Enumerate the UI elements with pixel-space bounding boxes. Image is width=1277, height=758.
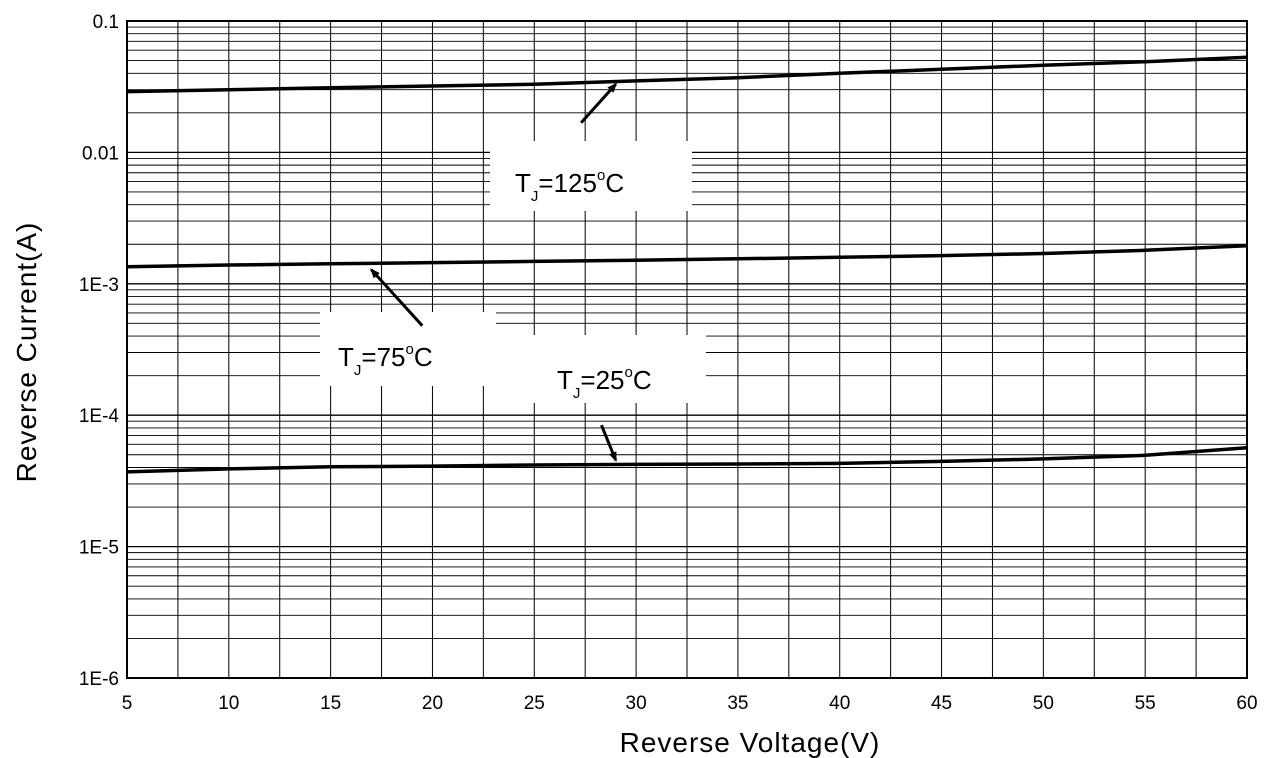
series-lines [126, 55, 1248, 474]
annotation-label: TJ=125oC [515, 167, 624, 205]
series-line-3 [126, 446, 1248, 474]
x-tick-label: 15 [320, 693, 341, 714]
y-tick-label: 1E-4 [79, 406, 120, 427]
x-tick-label: 35 [727, 693, 748, 714]
y-tick-label: 1E-6 [79, 669, 119, 690]
y-tick-label: 0.01 [82, 143, 119, 164]
x-tick-label: 60 [1236, 693, 1257, 714]
y-tick-label: 0.1 [93, 12, 119, 33]
annotation-box [490, 141, 692, 211]
annotation-label: TJ=25oC [557, 364, 652, 402]
plot-frame [126, 20, 1248, 679]
annotation-arrow [579, 82, 618, 124]
y-tick-label: 1E-3 [79, 275, 119, 296]
annotations: TJ=125oC TJ=75oC TJ=25oC [320, 82, 706, 462]
x-tick-label: 40 [829, 693, 850, 714]
annotation-box [494, 335, 706, 403]
x-axis-title: Reverse Voltage(V) [620, 727, 881, 758]
x-tick-labels: 5 10 15 20 25 30 35 40 45 50 55 60 [122, 693, 1258, 714]
x-tick-label: 25 [524, 693, 545, 714]
y-tick-label: 1E-5 [79, 538, 119, 559]
x-tick-label: 10 [218, 693, 239, 714]
annotation-arrow [370, 268, 424, 327]
x-tick-label: 45 [931, 693, 952, 714]
annotation-arrow [600, 424, 618, 462]
annotation-label: TJ=75oC [338, 341, 433, 379]
x-tick-label: 20 [422, 693, 443, 714]
y-tick-labels: 0.1 0.01 1E-3 1E-4 1E-5 1E-6 [79, 12, 120, 690]
series-line-1 [126, 55, 1248, 94]
x-tick-label: 50 [1033, 693, 1054, 714]
x-tick-label: 5 [122, 693, 133, 714]
y-axis-title: Reverse Current(A) [11, 222, 42, 483]
series-line-2 [126, 243, 1248, 269]
x-tick-label: 30 [626, 693, 647, 714]
annotation-box [320, 312, 496, 386]
x-tick-label: 55 [1135, 693, 1156, 714]
